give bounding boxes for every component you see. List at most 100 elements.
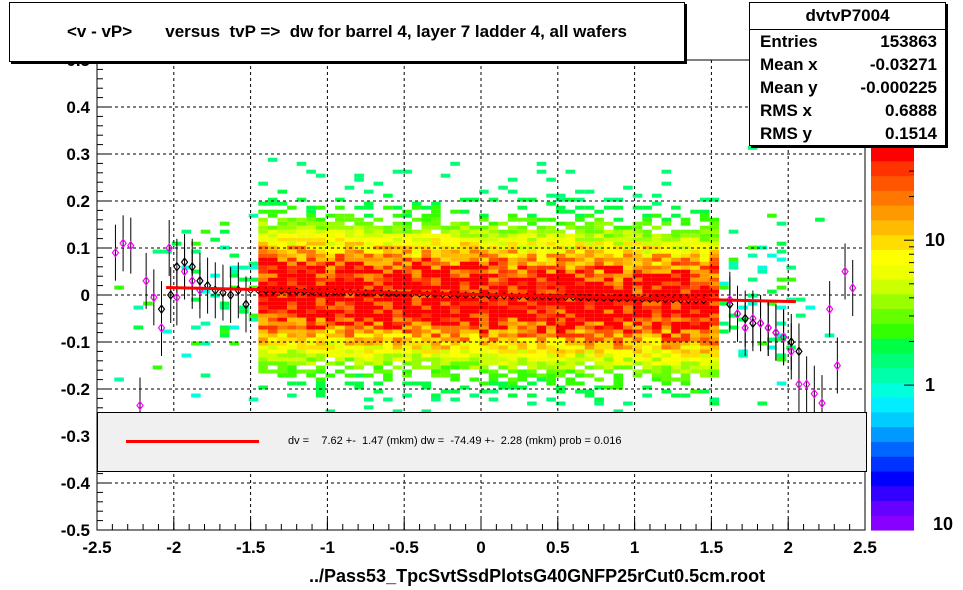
heatmap-cell	[373, 241, 384, 246]
heatmap-cell	[584, 353, 595, 358]
heatmap-cell	[296, 309, 307, 314]
heatmap-cell	[421, 337, 432, 342]
heatmap-cell	[661, 277, 672, 282]
palette-swatch	[871, 426, 914, 442]
heatmap-cell	[469, 333, 480, 338]
heatmap-cell	[575, 317, 585, 322]
profile-point-magenta	[136, 400, 144, 411]
heatmap-cell	[450, 321, 460, 326]
heatmap-cell	[623, 321, 633, 326]
heatmap-cell	[584, 225, 595, 230]
heatmap-cell	[383, 241, 393, 246]
heatmap-cell	[565, 241, 576, 246]
heatmap-cell	[594, 265, 604, 270]
heatmap-cell	[363, 249, 374, 254]
heatmap-cell	[440, 297, 451, 302]
heatmap-cell	[277, 285, 288, 290]
heatmap-cell	[363, 257, 374, 262]
heatmap-cell	[488, 221, 499, 226]
heatmap-cell	[402, 169, 412, 174]
heatmap-cell	[546, 261, 556, 266]
heatmap-cell	[383, 273, 393, 278]
heatmap-cell	[383, 313, 393, 318]
heatmap-cell	[267, 241, 278, 246]
heatmap-cell	[507, 381, 518, 386]
heatmap-cell	[383, 305, 393, 310]
heatmap-cell	[507, 353, 518, 358]
heatmap-cell	[440, 345, 451, 350]
heatmap-cell	[258, 225, 268, 230]
heatmap-cell	[555, 389, 566, 394]
heatmap-cell	[603, 257, 614, 262]
heatmap-cell	[623, 329, 633, 334]
heatmap-cell	[642, 305, 652, 310]
heatmap-cell	[536, 349, 547, 354]
heatmap-cell	[162, 329, 172, 334]
heatmap-cell	[546, 281, 556, 286]
heatmap-cell	[507, 257, 518, 262]
heatmap-cell	[498, 317, 508, 322]
heatmap-cell	[699, 293, 710, 298]
heatmap-cell	[651, 341, 662, 346]
heatmap-cell	[488, 197, 499, 202]
heatmap-cell	[699, 233, 710, 238]
heatmap-cell	[690, 257, 700, 262]
heatmap-cell	[287, 249, 297, 254]
heatmap-cell	[603, 313, 614, 318]
heatmap-cell	[594, 305, 604, 310]
heatmap-cell	[517, 277, 528, 282]
heatmap-cell	[507, 237, 518, 242]
heatmap-cell	[498, 321, 508, 326]
heatmap-cell	[536, 317, 547, 322]
x-tick-label: -1.5	[236, 538, 265, 557]
heatmap-cell	[431, 225, 441, 230]
heatmap-cell	[565, 353, 576, 358]
x-tick-label: -2.5	[82, 538, 111, 557]
heatmap-cell	[383, 205, 393, 210]
heatmap-cell	[699, 249, 710, 254]
heatmap-cell	[661, 389, 672, 394]
heatmap-cell	[306, 285, 316, 290]
heatmap-cell	[594, 257, 604, 262]
heatmap-cell	[315, 265, 326, 270]
heatmap-cell	[517, 297, 528, 302]
heatmap-cell	[287, 353, 297, 358]
heatmap-cell	[373, 265, 384, 270]
heatmap-cell	[671, 269, 681, 274]
heatmap-cell	[315, 325, 326, 330]
heatmap-cell	[584, 325, 595, 330]
heatmap-cell	[354, 277, 364, 282]
heatmap-cell	[383, 269, 393, 274]
heatmap-cell	[277, 221, 288, 226]
heatmap-cell	[555, 281, 566, 286]
heatmap-cell	[699, 333, 710, 338]
heatmap-cell	[642, 237, 652, 242]
heatmap-cell	[709, 301, 720, 306]
heatmap-cell	[661, 305, 672, 310]
stats-row-rms-x: RMS x 0.6888	[750, 99, 945, 122]
heatmap-cell	[392, 337, 403, 342]
heatmap-cell	[680, 281, 691, 286]
profile-points	[111, 215, 857, 434]
heatmap-cell	[373, 317, 384, 322]
heatmap-cell	[306, 169, 316, 174]
heatmap-cell	[709, 281, 720, 286]
heatmap-cell	[507, 277, 518, 282]
heatmap-cell	[632, 193, 643, 198]
heatmap-cell	[344, 297, 355, 302]
heatmap-cell	[354, 345, 364, 350]
heatmap-cell	[315, 297, 326, 302]
heatmap-cell	[575, 269, 585, 274]
heatmap-cell	[699, 365, 710, 370]
heatmap-cell	[623, 241, 633, 246]
heatmap-cell	[402, 225, 412, 230]
heatmap-cell	[229, 269, 240, 274]
y-tick-label: 0.1	[66, 239, 90, 258]
heatmap-cell	[469, 269, 480, 274]
heatmap-cell	[594, 357, 604, 362]
heatmap-cell	[680, 321, 691, 326]
profile-point-magenta	[749, 313, 757, 324]
heatmap-cell	[584, 273, 595, 278]
heatmap-cell	[594, 277, 604, 282]
